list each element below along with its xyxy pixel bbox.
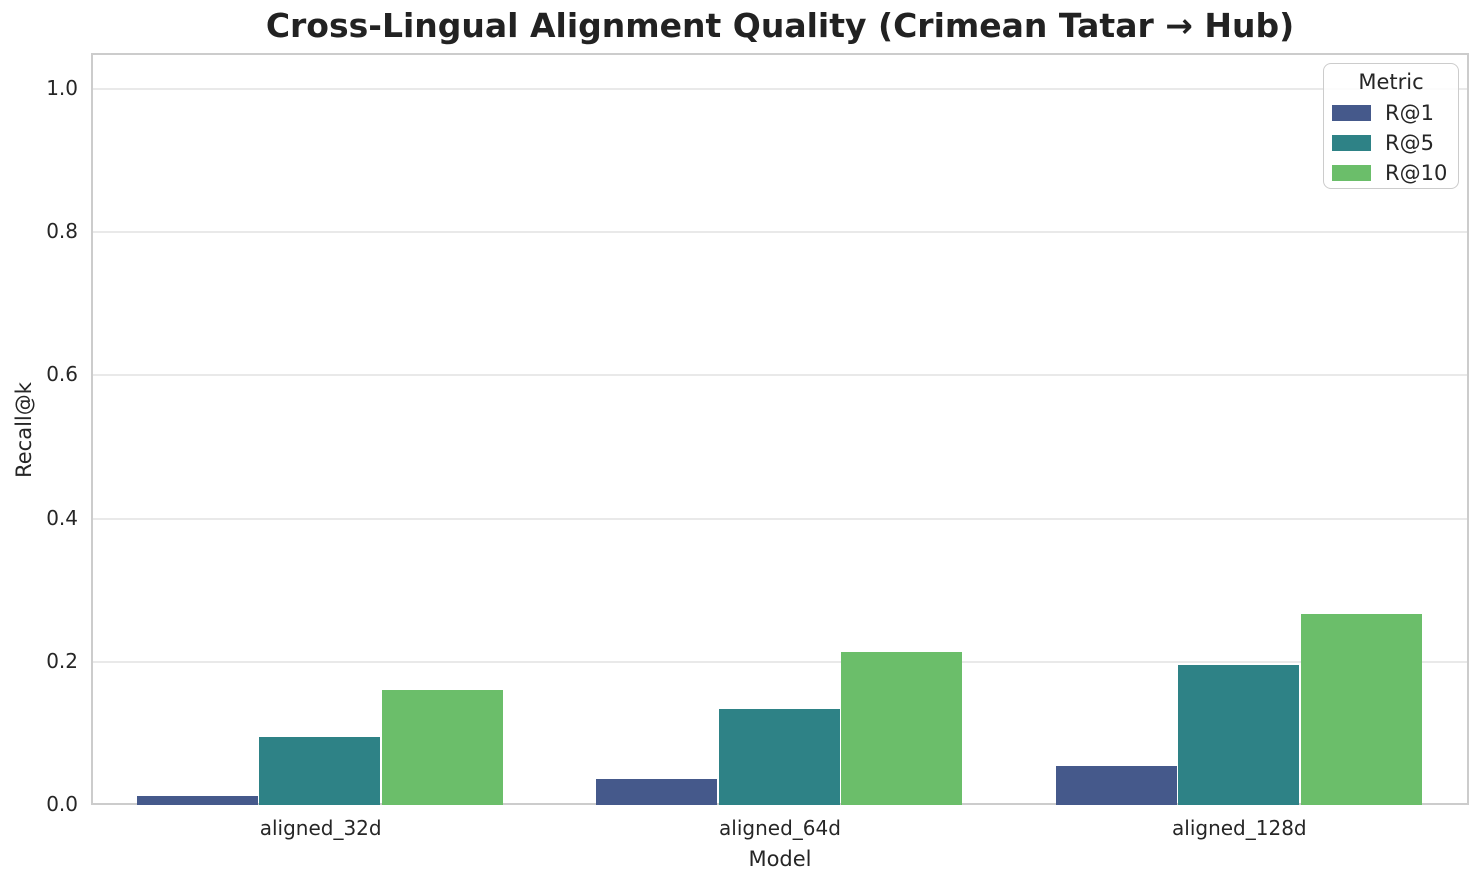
- bar-aligned_128d-R@10: [1300, 614, 1422, 805]
- x-tick-label-aligned_64d: aligned_64d: [719, 816, 841, 840]
- bar-aligned_32d-R@5: [259, 736, 381, 805]
- y-tick-label: 0.2: [46, 648, 78, 673]
- legend-swatch-R@1: [1332, 105, 1371, 121]
- y-tick-label: 0.6: [46, 362, 78, 387]
- legend: Metric R@1 R@5 R@10: [1323, 63, 1459, 189]
- bar-aligned_64d-R@10: [841, 652, 963, 805]
- y-tick-label: 1.0: [46, 75, 78, 100]
- legend-title: Metric: [1358, 70, 1424, 94]
- bar-aligned_32d-R@1: [136, 795, 258, 805]
- gridline-y-0.6: [93, 374, 1467, 377]
- legend-swatch-R@5: [1332, 135, 1371, 151]
- plot-area: [91, 53, 1469, 805]
- gridline-y-0.2: [93, 660, 1467, 663]
- bar-aligned_128d-R@5: [1178, 665, 1300, 805]
- y-tick-label: 0.8: [46, 219, 78, 244]
- bar-aligned_64d-R@5: [718, 709, 840, 805]
- bar-aligned_128d-R@1: [1055, 766, 1177, 805]
- bar-aligned_64d-R@1: [596, 779, 718, 805]
- gridline-y-0.4: [93, 517, 1467, 520]
- legend-rows: R@1 R@5 R@10: [1332, 98, 1450, 188]
- y-tick-label: 0.0: [46, 792, 78, 816]
- legend-row-R@1: R@1: [1332, 98, 1450, 128]
- x-tick-label-aligned_32d: aligned_32d: [259, 816, 382, 840]
- legend-row-R@10: R@10: [1332, 158, 1450, 188]
- x-axis-label: Model: [748, 847, 812, 871]
- legend-label-R@10: R@10: [1385, 161, 1448, 185]
- y-axis-label: Recall@k: [12, 382, 36, 478]
- legend-label-R@1: R@1: [1385, 101, 1434, 125]
- chart-title: Cross-Lingual Alignment Quality (Crimean…: [265, 6, 1295, 45]
- x-tick-label-aligned_128d: aligned_128d: [1172, 816, 1307, 840]
- legend-swatch-R@10: [1332, 165, 1371, 181]
- y-tick-label: 0.4: [46, 505, 78, 530]
- legend-label-R@5: R@5: [1385, 131, 1434, 155]
- legend-row-R@5: R@5: [1332, 128, 1450, 158]
- bar-aligned_32d-R@10: [381, 690, 503, 805]
- gridline-y-1.0: [93, 87, 1467, 90]
- gridline-y-0.8: [93, 231, 1467, 234]
